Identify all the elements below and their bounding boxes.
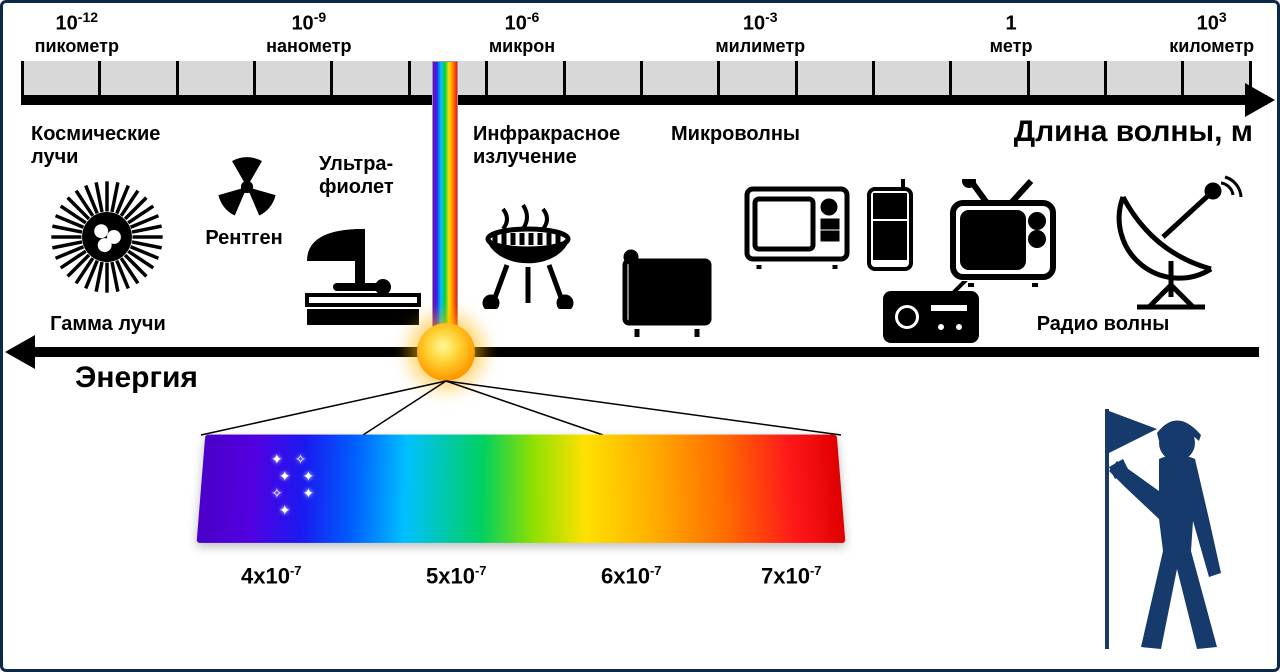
- region-ultraviolet: Ультра-фиолет: [319, 153, 429, 199]
- ruler-tick: [563, 61, 566, 95]
- cellphone-icon: [863, 179, 917, 273]
- ruler-tick: [98, 61, 101, 95]
- ruler-tick: [640, 61, 643, 95]
- tv-icon: [947, 179, 1059, 287]
- arrow-right-icon: [1245, 83, 1275, 117]
- bottom-axis: [31, 347, 1259, 357]
- visible-wavelength-value: 4x10-7: [241, 563, 302, 589]
- ruler-ticks: [21, 61, 1249, 95]
- scale-unit: 1метр: [956, 9, 1066, 57]
- visible-wavelength-value: 7x10-7: [761, 563, 822, 589]
- radio-icon: [881, 281, 981, 345]
- caption-radio: Радио волны: [1023, 313, 1183, 336]
- ruler-tick: [485, 61, 488, 95]
- arrow-left-icon: [5, 335, 35, 369]
- ruler-tick: [1027, 61, 1030, 95]
- visible-wavelength-value: 5x10-7: [426, 563, 487, 589]
- visible-spectrum-band: ✦ ✧ ✦ ✦✧ ✦ ✦: [201, 433, 841, 583]
- region-infrared: Инфракрасноеизлучение: [473, 123, 653, 169]
- visible-wavelength-labels: 4x10-7 5x10-7 6x10-7 7x10-7: [201, 563, 901, 603]
- ruler-tick: [795, 61, 798, 95]
- ruler-tick: [176, 61, 179, 95]
- radiator-icon: [617, 247, 717, 337]
- bbq-grill-icon: [473, 199, 583, 309]
- ruler-tick: [949, 61, 952, 95]
- ruler-tick: [872, 61, 875, 95]
- caption-xray: Рентген: [189, 227, 299, 250]
- ruler-tick: [1104, 61, 1107, 95]
- spectrum-diagram: 10-12пикометр 10-9нанометр 10-6микрон 10-3м…: [0, 0, 1280, 672]
- microwave-oven-icon: [743, 185, 851, 269]
- top-axis: [21, 95, 1267, 105]
- region-cosmic: Космическиелучи: [31, 123, 181, 169]
- visible-light-marker: [432, 61, 458, 357]
- ruler-tick: [330, 61, 333, 95]
- energy-axis-label: Энергия: [75, 361, 198, 395]
- scale-unit: 10-3милиметр: [705, 9, 815, 57]
- scale-unit: 10-12пикометр: [22, 9, 132, 57]
- scale-labels: 10-12пикометр 10-9нанометр 10-6микрон 10-3м…: [13, 9, 1267, 55]
- ruler-tick: [408, 61, 411, 95]
- tanning-bed-icon: [303, 221, 423, 331]
- caption-gamma: Гамма лучи: [33, 313, 183, 336]
- scale-unit: 10-9нанометр: [254, 9, 364, 57]
- region-microwaves: Микроволны: [671, 123, 831, 146]
- stars-icon: ✦ ✧ ✦ ✦✧ ✦ ✦: [271, 451, 318, 519]
- visible-wavelength-value: 6x10-7: [601, 563, 662, 589]
- sun-icon: [417, 323, 475, 381]
- cosmic-burst-icon: [49, 179, 165, 295]
- ruler-tick: [21, 61, 24, 95]
- scale-unit: 103километр: [1157, 9, 1267, 57]
- radiation-icon: [213, 153, 281, 221]
- ruler-tick: [253, 61, 256, 95]
- scout-silhouette-icon: [1059, 401, 1249, 651]
- scale-unit: 10-6микрон: [467, 9, 577, 57]
- wavelength-axis-label: Длина волны, м: [1014, 115, 1253, 149]
- ruler-tick: [1181, 61, 1184, 95]
- ruler-tick: [717, 61, 720, 95]
- satellite-dish-icon: [1093, 173, 1243, 313]
